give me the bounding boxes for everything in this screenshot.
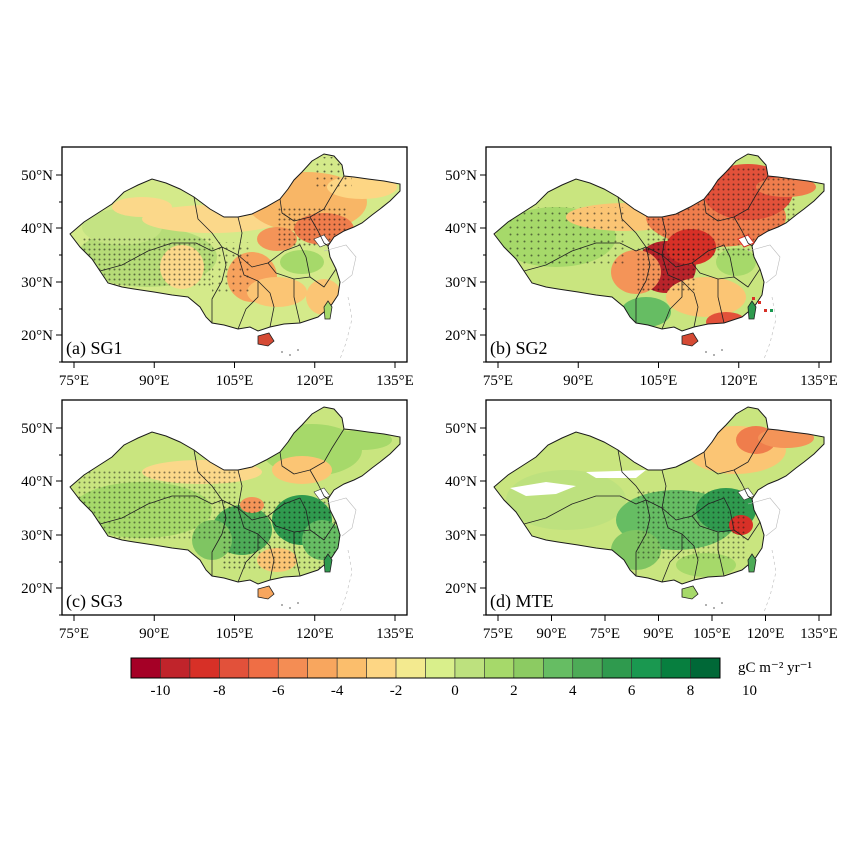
colorbar-unit: gC m⁻² yr⁻¹ xyxy=(738,660,812,676)
panel-label: (d) MTE xyxy=(490,591,553,612)
lat-tick-label: 50°N xyxy=(21,421,53,437)
lat-tick-label: 30°N xyxy=(21,528,53,544)
lat-tick-label: 30°N xyxy=(21,275,53,291)
colorbar-tick-label: -4 xyxy=(331,683,344,699)
colorbar-tick-label: -8 xyxy=(213,683,226,699)
colorbar-swatch xyxy=(366,657,397,679)
lon-tick-label: 75°E xyxy=(59,626,89,642)
lat-tick-label: 40°N xyxy=(445,221,477,237)
colorbar-swatch xyxy=(542,657,574,679)
colorbar-tick-label: 6 xyxy=(628,683,636,699)
colorbar-tick-label: 0 xyxy=(451,683,459,699)
lon-tick-label: 135°E xyxy=(800,373,838,389)
colorbar-swatch xyxy=(248,657,279,679)
colorbar-swatch xyxy=(395,657,426,679)
lon-tick-label: 90°E xyxy=(139,373,169,389)
colorbar-swatch xyxy=(336,657,367,679)
colorbar-swatch xyxy=(601,657,632,679)
panel-d: (d) MTE xyxy=(485,399,832,616)
colorbar-swatch xyxy=(454,657,485,679)
lon-tick-label: 75°E xyxy=(483,373,513,389)
colorbar-swatch xyxy=(307,657,338,679)
lat-tick-label: 40°N xyxy=(445,474,477,490)
lat-tick-label: 20°N xyxy=(445,581,477,597)
panel-label: (c) SG3 xyxy=(66,591,123,612)
colorbar-swatch xyxy=(130,657,161,679)
colorbar-tick-label: 4 xyxy=(569,683,577,699)
colorbar-tick-label: -6 xyxy=(272,683,285,699)
lon-tick-label: 120°E xyxy=(296,626,334,642)
lon-tick-label: 120°E xyxy=(296,373,334,389)
lat-tick-label: 40°N xyxy=(21,474,53,490)
lon-tick-label: 75°E xyxy=(483,626,513,642)
colorbar-swatch xyxy=(189,657,220,679)
colorbar-tick-label: 8 xyxy=(687,683,695,699)
colorbar-swatch xyxy=(572,657,603,679)
panel-label: (b) SG2 xyxy=(490,338,548,359)
colorbar-swatch xyxy=(690,657,721,679)
colorbar-swatch xyxy=(425,657,456,679)
lon-tick-label: 75°E xyxy=(590,626,620,642)
lat-tick-label: 50°N xyxy=(21,168,53,184)
colorbar-swatch xyxy=(513,657,544,679)
lat-tick-label: 50°N xyxy=(445,421,477,437)
lon-tick-label: 135°E xyxy=(800,626,838,642)
colorbar-swatch xyxy=(484,657,515,679)
lon-tick-label: 120°E xyxy=(720,373,758,389)
lat-tick-label: 20°N xyxy=(21,581,53,597)
panel-b: (b) SG2 xyxy=(485,146,832,363)
lon-tick-label: 90°E xyxy=(536,626,566,642)
lat-tick-label: 30°N xyxy=(445,275,477,291)
colorbar-tick-label: -2 xyxy=(390,683,403,699)
colorbar-tick-label: -10 xyxy=(150,683,170,699)
colorbar-swatch xyxy=(160,657,191,679)
lon-tick-label: 90°E xyxy=(643,626,673,642)
axes-layer: 50°N 40°N 30°N 20°N 75°E 90°E 105°E 120°E 135°E 5… xyxy=(21,168,838,642)
lon-tick-label: 105°E xyxy=(216,626,254,642)
lat-tick-label: 40°N xyxy=(21,221,53,237)
colorbar-tick-label: 2 xyxy=(510,683,518,699)
colorbar-swatch xyxy=(219,657,250,679)
lat-tick-label: 50°N xyxy=(445,168,477,184)
lon-tick-label: 75°E xyxy=(59,373,89,389)
lon-tick-label: 135°E xyxy=(376,626,414,642)
lat-tick-label: 20°N xyxy=(445,328,477,344)
colorbar-tick-label: 10 xyxy=(742,683,757,699)
lon-tick-label: 135°E xyxy=(376,373,414,389)
lon-tick-label: 105°E xyxy=(693,626,731,642)
lon-tick-label: 105°E xyxy=(216,373,254,389)
lat-tick-label: 30°N xyxy=(445,528,477,544)
lon-tick-label: 90°E xyxy=(139,626,169,642)
lat-tick-label: 20°N xyxy=(21,328,53,344)
colorbar: -10 -8 -6 -4 -2 0 2 4 6 8 10 gC m⁻² yr⁻¹ xyxy=(130,657,812,699)
lon-tick-label: 90°E xyxy=(563,373,593,389)
colorbar-swatch xyxy=(660,657,691,679)
lon-tick-label: 120°E xyxy=(747,626,785,642)
colorbar-swatch xyxy=(277,657,309,679)
panel-a: (a) SG1 xyxy=(61,146,408,363)
panel-c: (c) SG3 xyxy=(61,399,408,616)
lon-tick-label: 105°E xyxy=(640,373,678,389)
colorbar-swatch xyxy=(631,657,662,679)
panel-label: (a) SG1 xyxy=(66,338,123,359)
